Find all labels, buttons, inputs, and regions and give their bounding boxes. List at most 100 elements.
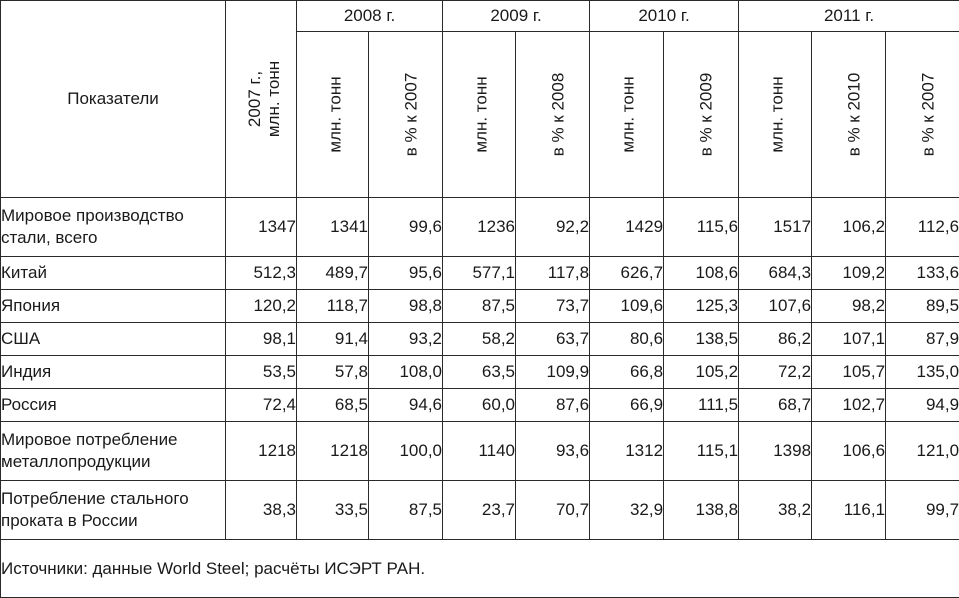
cell-value: 1517 [739, 198, 812, 257]
row-label-line: Китай [1, 262, 225, 284]
cell-value: 121,0 [886, 422, 959, 481]
indicator-header-label: Показатели [67, 89, 159, 108]
cell-value: 91,4 [297, 323, 369, 356]
cell-value: 66,8 [590, 356, 664, 389]
sub-header-text: млн. тонн [472, 76, 491, 152]
row-label-line: металлопродукции [1, 451, 225, 473]
row-label-line: Мировое производство [1, 205, 225, 227]
sub-header-text: млн. тонн [768, 76, 787, 152]
row-label-line: Россия [1, 394, 225, 416]
row-label-line: проката в России [1, 510, 225, 532]
cell-value: 33,5 [297, 481, 369, 540]
row-label-line: США [1, 328, 225, 350]
cell-value: 125,3 [664, 290, 739, 323]
col-2007-line1: 2007 г., [245, 60, 264, 136]
cell-value: 1341 [297, 198, 369, 257]
cell-value: 32,9 [590, 481, 664, 540]
year-2008-header: 2008 г. [297, 1, 443, 32]
sub-header-2010-pct: в % к 2009 [664, 32, 739, 198]
sub-header-text: млн. тонн [326, 76, 345, 152]
cell-value: 92,2 [516, 198, 590, 257]
cell-value: 117,8 [516, 257, 590, 290]
cell-value: 107,1 [812, 323, 886, 356]
cell-value: 1236 [443, 198, 516, 257]
sub-header-2010-mln: млн. тонн [590, 32, 664, 198]
cell-value: 105,2 [664, 356, 739, 389]
cell-value: 100,0 [369, 422, 443, 481]
row-label-line: Индия [1, 361, 225, 383]
year-2009-label: 2009 г. [490, 6, 541, 25]
cell-value: 115,1 [664, 422, 739, 481]
year-2011-label: 2011 г. [824, 6, 874, 25]
col-2007-header: 2007 г., млн. тонн [226, 1, 297, 198]
sub-header-2009-pct: в % к 2008 [516, 32, 590, 198]
cell-value: 138,8 [664, 481, 739, 540]
sub-header-text: в % к 2010 [844, 72, 863, 156]
cell-value: 68,5 [297, 389, 369, 422]
cell-value: 53,5 [226, 356, 297, 389]
col-2007-line2: млн. тонн [264, 60, 283, 136]
row-label: США [1, 323, 226, 356]
row-label-line: Мировое потребление [1, 429, 225, 451]
row-label: Россия [1, 389, 226, 422]
cell-value: 87,6 [516, 389, 590, 422]
cell-value: 112,6 [886, 198, 959, 257]
sub-header-2008-mln: млн. тонн [297, 32, 369, 198]
cell-value: 87,5 [443, 290, 516, 323]
cell-value: 138,5 [664, 323, 739, 356]
cell-value: 80,6 [590, 323, 664, 356]
cell-value: 99,7 [886, 481, 959, 540]
col-2007-rotated: 2007 г., млн. тонн [245, 60, 283, 136]
sub-header-text: млн. тонн [619, 76, 638, 152]
year-2011-header: 2011 г. [739, 1, 959, 32]
cell-value: 111,5 [664, 389, 739, 422]
cell-value: 105,7 [812, 356, 886, 389]
cell-value: 116,1 [812, 481, 886, 540]
cell-value: 109,9 [516, 356, 590, 389]
cell-value: 70,7 [516, 481, 590, 540]
cell-value: 57,8 [297, 356, 369, 389]
cell-value: 107,6 [739, 290, 812, 323]
cell-value: 72,4 [226, 389, 297, 422]
cell-value: 86,2 [739, 323, 812, 356]
cell-value: 1218 [226, 422, 297, 481]
cell-value: 23,7 [443, 481, 516, 540]
sub-header-2011-pct-prev: в % к 2010 [812, 32, 886, 198]
row-label: Индия [1, 356, 226, 389]
cell-value: 108,0 [369, 356, 443, 389]
cell-value: 60,0 [443, 389, 516, 422]
cell-value: 98,1 [226, 323, 297, 356]
cell-value: 89,5 [886, 290, 959, 323]
cell-value: 626,7 [590, 257, 664, 290]
cell-value: 95,6 [369, 257, 443, 290]
cell-value: 58,2 [443, 323, 516, 356]
year-2009-header: 2009 г. [443, 1, 590, 32]
sub-header-text: в % к 2009 [696, 72, 715, 156]
source-text: Источники: данные World Steel; расчёты И… [1, 559, 425, 578]
cell-value: 684,3 [739, 257, 812, 290]
cell-value: 1429 [590, 198, 664, 257]
cell-value: 93,6 [516, 422, 590, 481]
cell-value: 106,2 [812, 198, 886, 257]
sub-header-text: в % к 2007 [918, 72, 937, 156]
source-note: Источники: данные World Steel; расчёты И… [1, 540, 959, 598]
cell-value: 1347 [226, 198, 297, 257]
sub-header-2011-pct-2007: в % к 2007 [886, 32, 959, 198]
cell-value: 87,5 [369, 481, 443, 540]
cell-value: 63,7 [516, 323, 590, 356]
cell-value: 66,9 [590, 389, 664, 422]
cell-value: 109,2 [812, 257, 886, 290]
cell-value: 1218 [297, 422, 369, 481]
cell-value: 73,7 [516, 290, 590, 323]
cell-value: 106,6 [812, 422, 886, 481]
row-label-line: стали, всего [1, 227, 225, 249]
cell-value: 63,5 [443, 356, 516, 389]
